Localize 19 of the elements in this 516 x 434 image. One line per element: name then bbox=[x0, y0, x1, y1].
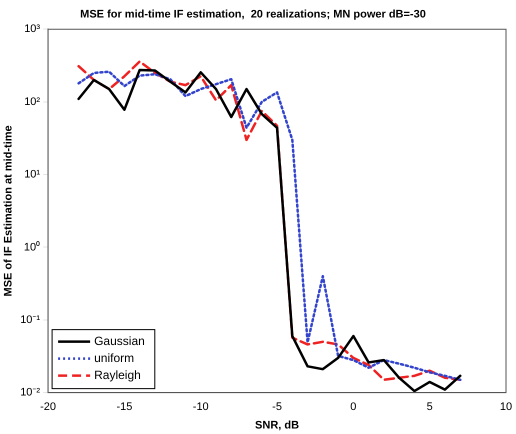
x-tick-label: -10 bbox=[192, 401, 209, 414]
y-tick-label: 10⁻¹ bbox=[20, 314, 40, 326]
x-tick-label: 5 bbox=[426, 401, 433, 414]
y-tick-label: 10¹ bbox=[24, 168, 40, 181]
y-tick-label: 10² bbox=[24, 96, 40, 108]
x-tick-label: -5 bbox=[272, 401, 282, 414]
x-tick-label: 0 bbox=[350, 401, 356, 414]
x-tick-label: -15 bbox=[116, 401, 132, 414]
x-tick-label: -20 bbox=[40, 401, 56, 414]
y-tick-label: 10³ bbox=[24, 23, 40, 36]
x-axis-title: SNR, dB bbox=[255, 419, 300, 432]
legend-label: uniform bbox=[94, 350, 134, 365]
y-axis-title: MSE of IF Estimation at mid-time bbox=[2, 125, 15, 296]
legend-label: Gaussian bbox=[94, 334, 145, 348]
y-tick-label: 10⁻² bbox=[20, 386, 40, 399]
y-tick-label: 10⁰ bbox=[24, 240, 40, 254]
legend-label: Rayleigh bbox=[94, 368, 141, 382]
chart-title: MSE for mid-time IF estimation, 20 realizations; MN power dB=-30 bbox=[80, 8, 426, 21]
x-tick-label: 10 bbox=[500, 401, 512, 414]
